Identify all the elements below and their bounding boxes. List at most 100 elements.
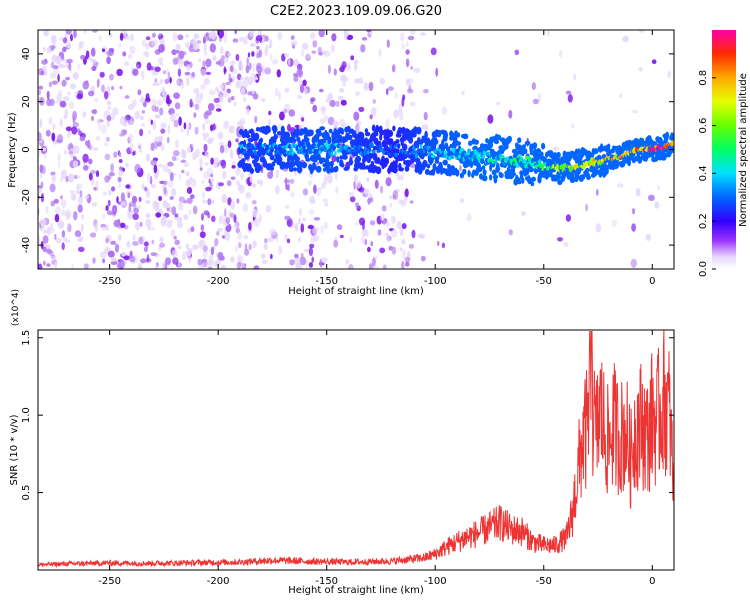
spectrogram-ridge-halo-mark [384,128,387,136]
spectrogram-noise-mark [308,172,314,179]
spectrogram-noise-mark [321,182,326,189]
spectrogram-noise-mark [186,127,189,137]
spectrogram-ridge-halo-mark [491,169,497,176]
spectrogram-noise-mark [391,229,398,238]
spectrogram-noise-mark [203,42,207,52]
spectrogram-noise-mark [152,200,158,210]
spectrogram-noise-mark [436,240,440,247]
spectrogram-noise-mark [619,93,622,98]
spectrogram-ridge-halo-mark [330,164,334,173]
spectrogram-ridge-halo-mark [329,160,334,167]
spectrogram-noise-mark [38,150,42,158]
spectrogram-noise-mark [79,236,84,242]
spectrogram-noise-mark [228,125,235,134]
spectrogram-noise-mark [235,245,238,253]
spectrogram-noise-mark [557,237,563,242]
spectrogram-noise-mark [391,64,396,73]
spectrogram-noise-mark [162,200,169,209]
spectrogram-noise-mark [88,172,93,181]
spectrogram-noise-mark [111,256,117,262]
spectrogram-noise-mark [180,159,187,163]
spectrogram-noise-mark [63,114,67,120]
spectrogram-marks [38,30,674,269]
spectrogram-noise-mark [200,68,207,77]
spectrogram-noise-mark [158,44,165,53]
spectrogram-noise-mark [218,30,225,39]
spectrogram-noise-mark [186,197,193,204]
spectrogram-noise-mark [139,221,143,227]
spectrogram-noise-mark [312,40,318,48]
spectrogram-noise-mark [319,117,326,124]
spectrogram-noise-mark [66,42,72,49]
spectrogram-noise-mark [138,145,142,150]
spectrogram-noise-mark [184,71,191,76]
spectrogram-noise-mark [105,237,110,244]
spectrogram-noise-mark [291,40,298,47]
spectrogram-noise-mark [192,155,197,161]
spectrogram-noise-mark [213,97,221,103]
spectrogram-ridge-halo-mark [276,131,282,136]
spectrogram-noise-mark [420,255,426,262]
spectrogram-noise-mark [294,222,299,232]
spectrogram-noise-mark [97,123,101,131]
spectrogram-ridge-halo-mark [373,131,379,137]
spectrogram-noise-mark [410,66,414,70]
spectrogram-ridge-halo-mark [273,134,278,140]
spectrogram-ridge-halo-mark [462,133,469,140]
spectrogram-noise-mark [99,71,105,78]
spectrogram-noise-mark [254,76,259,81]
spectrogram-noise-mark [145,153,151,162]
spectrogram-noise-mark [186,186,193,195]
spectrogram-noise-mark [81,213,85,220]
spectrogram-noise-mark [192,244,199,250]
spectrogram-ridge-halo-mark [601,154,607,159]
spectrogram-noise-mark [45,205,49,214]
spectrogram-noise-mark [411,229,416,239]
spectrogram-ridge-halo-mark [456,132,461,138]
spectrogram-noise-mark [65,30,72,35]
spectrogram-noise-mark [166,136,170,144]
spectrogram-noise-mark [249,176,253,183]
spectrogram-noise-mark [42,230,48,234]
spectrogram-noise-mark [54,213,60,223]
spectrogram-noise-mark [303,248,311,253]
spectrogram-noise-mark [203,111,209,120]
spectrogram-noise-mark [133,207,140,214]
spectrogram-ridge-halo-mark [259,137,263,144]
spectrogram-ridge-halo-mark [416,126,422,135]
spectrogram-ridge-halo-mark [434,159,440,164]
spectrogram-noise-mark [264,67,272,75]
spectrogram-noise-mark [308,209,315,215]
spectrogram-noise-mark [162,260,166,269]
spectrogram-noise-mark [223,145,229,154]
snr-x-tick-label: -100 [424,576,447,587]
spectrogram-ridge-halo-mark [258,165,263,171]
spectrogram-ridge-halo-mark [628,139,632,147]
spectrogram-noise-mark [354,222,361,226]
spectrogram-noise-mark [139,148,142,153]
spectrogram-noise-mark [252,209,258,218]
spectrogram-noise-mark [334,171,338,181]
snr-frame [37,329,675,571]
spectrogram-noise-mark [145,36,151,41]
spectrogram-noise-mark [565,90,572,95]
spectrogram-ridge-halo-mark [627,158,631,167]
spectrogram-noise-mark [205,58,212,68]
spectrogram-noise-mark [46,248,52,254]
spectrogram-noise-mark [290,35,295,40]
spectrogram-noise-mark [62,46,67,53]
spectrogram-noise-mark [261,259,268,264]
spectrogram-noise-mark [332,120,339,127]
spectrogram-ridge-mark [581,164,586,170]
spectrogram-ridge-halo-mark [528,166,534,173]
spectrogram-noise-mark [73,211,78,221]
spectrogram-y-tick-label: -20 [21,189,32,205]
snr-x-tick-label: -200 [207,576,230,587]
spectrogram-ridge-halo-mark [296,165,303,174]
spectrogram-noise-mark [162,164,169,173]
spectrogram-noise-mark [148,130,151,135]
spectrogram-noise-mark [200,264,206,269]
spectrogram-ridge-halo-mark [355,155,362,163]
spectrogram-noise-mark [565,214,572,222]
spectrogram-ridge-mark [537,160,542,164]
